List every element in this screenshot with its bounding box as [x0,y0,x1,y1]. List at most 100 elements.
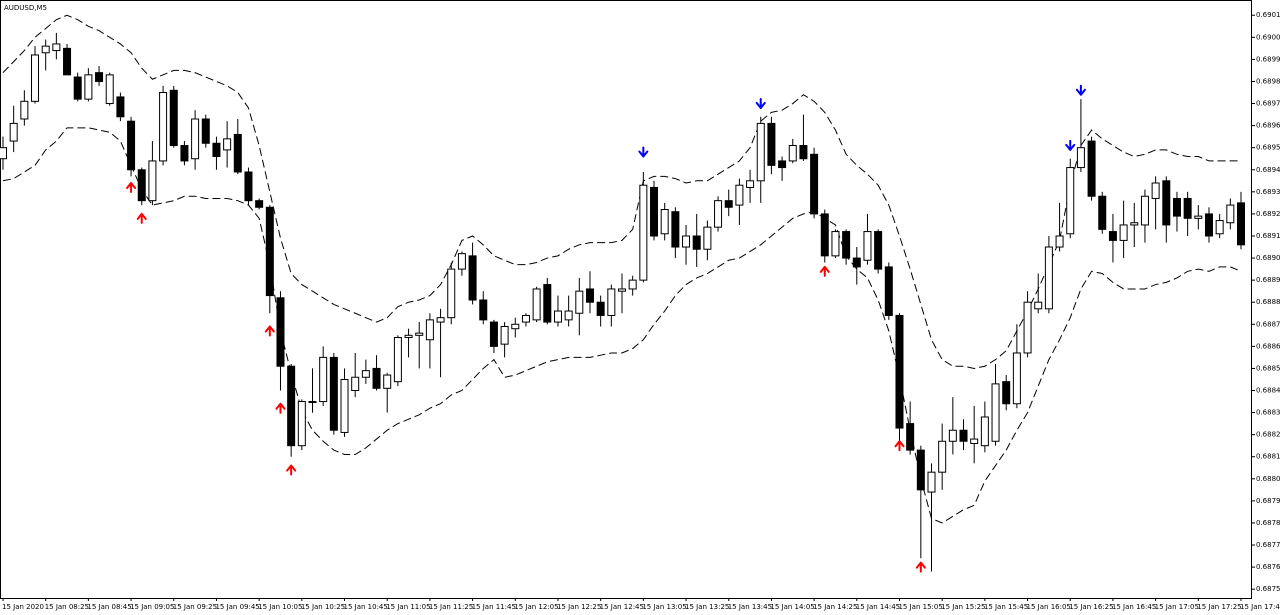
candle-body [1044,246,1053,310]
candle-body [404,334,413,339]
candle-body [489,321,498,347]
candle-body [1172,197,1181,217]
y-tick-label: 0.69005 [1256,33,1280,41]
candle-body [618,288,626,292]
candle-body [1119,224,1128,241]
candle-body [820,213,829,257]
y-tick-label: 0.69015 [1256,11,1280,19]
candle-body [532,288,541,321]
x-tick-label: 15 Jan 17:05 [1155,603,1199,611]
candle-body [191,118,200,160]
candle-body [372,367,381,389]
candle-body [639,184,648,281]
candle-body [159,92,168,162]
x-tick-label: 15 Jan 10:05 [258,603,302,611]
y-tick-label: 0.68925 [1256,210,1280,218]
candle-body [255,200,264,208]
x-tick-label: 15 Jan 15:25 [941,603,985,611]
candle-body [351,376,360,392]
y-tick-label: 0.68945 [1256,166,1280,174]
signal-arrow [264,325,275,337]
signal-arrow [915,561,926,573]
candle-body [895,314,904,429]
candle-body [329,356,338,431]
candle-body [169,89,178,146]
candle-body [564,310,573,321]
signal-arrow [286,464,297,476]
candle-body [682,235,691,248]
candle-body [244,171,253,202]
candle-body [1002,381,1011,405]
candle-body [9,122,18,142]
candle-body [863,231,872,261]
candle-body [852,257,861,268]
x-tick-label: 15 Jan 14:25 [813,603,857,611]
candle-body [948,429,957,442]
y-tick-label: 0.68885 [1256,298,1280,306]
candle-body [212,142,221,158]
candle-body [1034,301,1043,310]
candle-body [20,100,29,120]
x-tick-label: 15 Jan 10:45 [344,603,388,611]
candle-body [361,370,370,378]
candle-body [223,138,232,151]
candle-body [650,186,659,237]
candle-body [810,153,819,215]
x-tick-label: 15 Jan 15:05 [898,603,942,611]
candle-body [1076,147,1085,169]
signal-arrow [1065,139,1076,151]
candle-body [1087,140,1096,197]
x-tick-label: 15 Jan 16:45 [1112,603,1156,611]
y-tick-label: 0.68765 [1256,563,1280,571]
candle-body [1140,195,1149,226]
candle-body [0,147,7,160]
y-tick-label: 0.68915 [1256,232,1280,240]
candle-body [884,266,893,316]
candle-body [73,76,82,100]
y-tick-label: 0.68955 [1256,144,1280,152]
x-tick-label: 15 Jan 09:05 [130,603,174,611]
candle-body [1162,180,1171,226]
candle-body [84,74,93,100]
candle-body [778,160,787,169]
candle-body [95,72,104,82]
y-tick-label: 0.68845 [1256,387,1280,395]
candle-body [393,337,402,383]
x-tick-label: 15 Jan 10:25 [301,603,345,611]
candle-body [991,383,1000,442]
candle-body [63,47,72,76]
x-tick-label: 15 Jan 13:45 [728,603,772,611]
signal-arrow [755,97,766,109]
candle-body [1098,195,1107,230]
candle-body [415,332,424,336]
y-tick-label: 0.68995 [1256,55,1280,63]
candle-body [607,288,616,316]
y-tick-label: 0.68855 [1256,364,1280,372]
signal-arrow [136,212,147,224]
candle-body [692,235,701,250]
candle-body [287,365,296,447]
x-tick-label: 15 Jan 17:45 [1240,603,1280,611]
candle-body [906,423,915,451]
chart-title: AUDUSD,M5 [4,4,47,12]
y-tick-label: 0.68935 [1256,188,1280,196]
candle-body [457,253,466,270]
x-tick-label: 15 Jan 09:25 [173,603,217,611]
candle-body [468,255,477,301]
candle-body [553,310,562,323]
y-tick-label: 0.68825 [1256,431,1280,439]
candle-body [383,374,392,389]
y-tick-label: 0.68975 [1256,100,1280,108]
candle-body [308,401,317,404]
x-tick-label: 15 Jan 17:25 [1197,603,1241,611]
candle-body [127,120,136,171]
y-tick-label: 0.68875 [1256,320,1280,328]
x-tick-label: 15 Jan 08:45 [87,603,131,611]
candle-body [137,169,146,202]
candle-body [735,184,744,206]
candle-body [543,284,552,323]
candle-body [105,74,114,105]
candle-body [500,325,509,345]
candle-body [276,297,285,367]
